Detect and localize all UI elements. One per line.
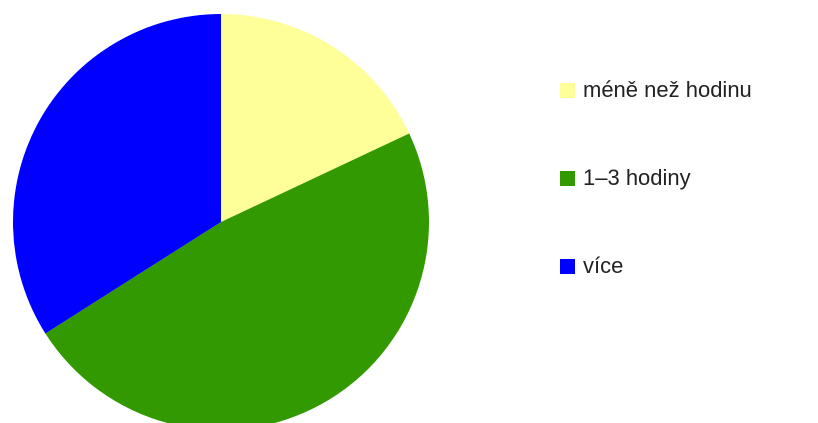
legend-item-more: více (560, 246, 810, 286)
legend-swatch-1-3-hours (560, 170, 575, 186)
pie-slice-more (13, 14, 222, 334)
chart-legend: méně než hodinu 1–3 hodiny více (560, 70, 810, 334)
legend-item-1-3-hours: 1–3 hodiny (560, 158, 810, 198)
legend-label-1-3-hours: 1–3 hodiny (583, 165, 691, 190)
legend-item-less-than-hour: méně než hodinu (560, 70, 810, 110)
pie-slice-1-3-hours (45, 133, 429, 423)
legend-swatch-less-than-hour (560, 82, 575, 98)
legend-label-more: více (583, 253, 624, 278)
legend-label-less-than-hour: méně než hodinu (583, 77, 752, 102)
pie-slice-less-than-hour (221, 14, 410, 222)
legend-swatch-more (560, 258, 575, 274)
